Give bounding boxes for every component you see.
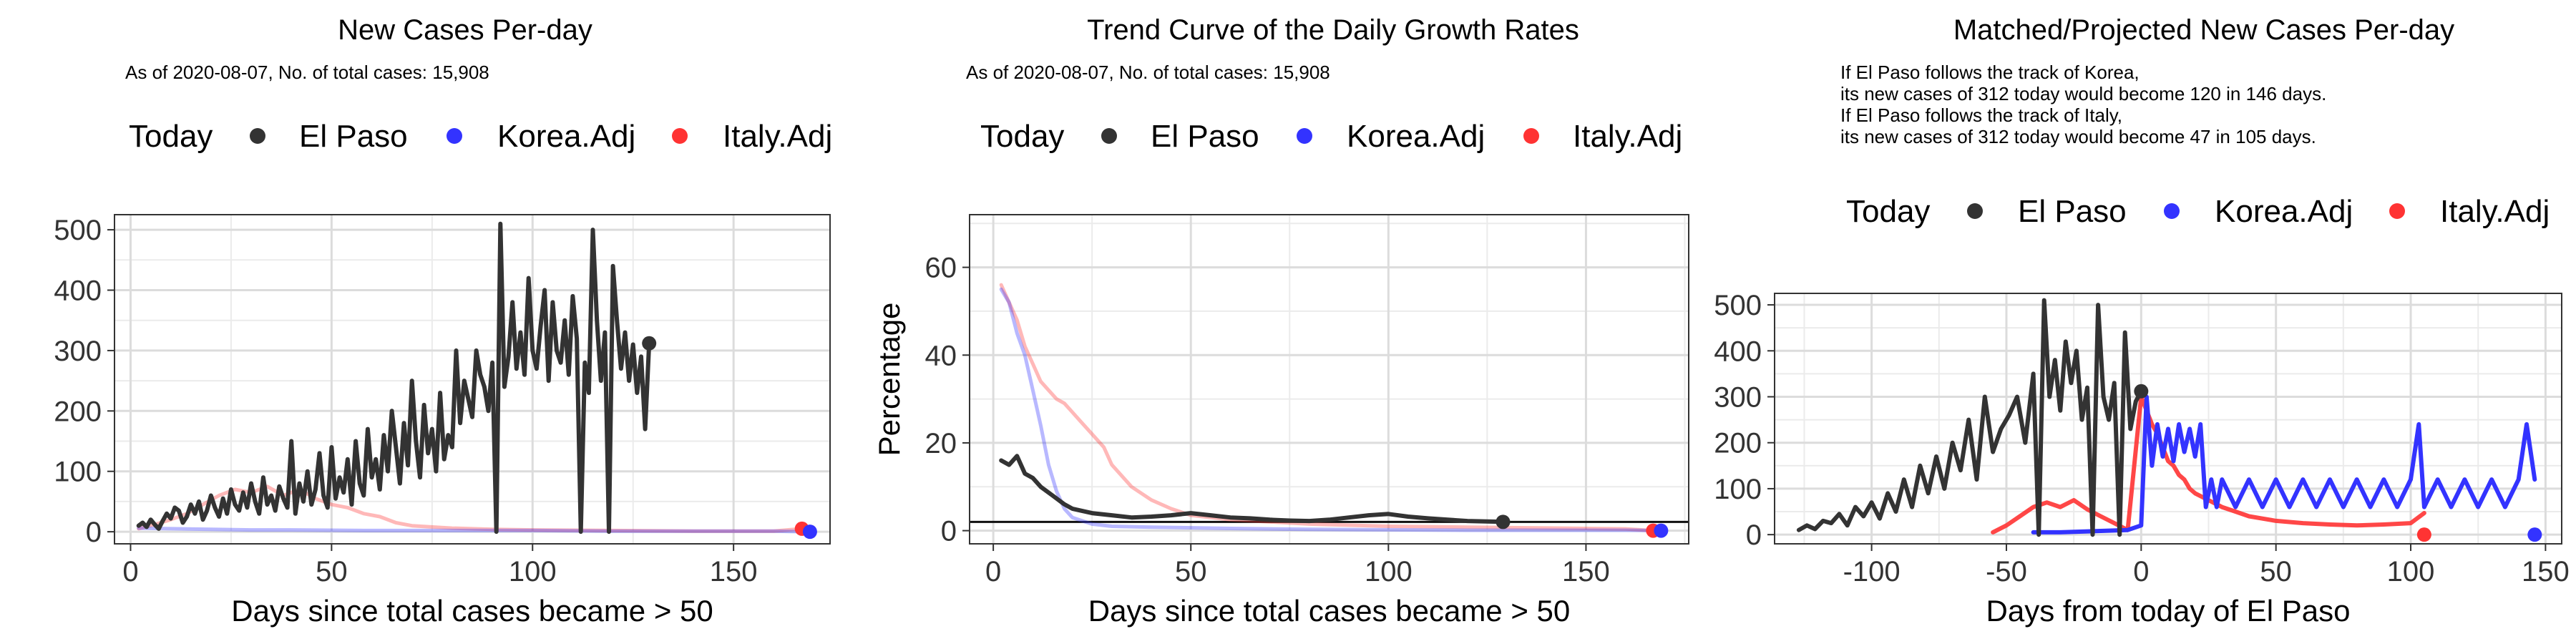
plot-area bbox=[969, 214, 1689, 545]
today-point-korea-adj bbox=[2527, 527, 2542, 542]
y-tick-label: 0 bbox=[1746, 519, 1762, 551]
x-tick-label: 0 bbox=[985, 556, 1001, 587]
x-tick-label: 100 bbox=[1365, 556, 1413, 587]
chart-panel-1: New Cases Per-day As of 2020-08-07, No. o… bbox=[54, 14, 832, 628]
series-line-el paso bbox=[1796, 298, 2144, 537]
today-point-el paso bbox=[1496, 514, 1511, 530]
chart-panel-3: Matched/Projected New Cases Per-day If El… bbox=[1714, 14, 2570, 628]
legend-dot bbox=[250, 128, 265, 144]
x-tick-label: 0 bbox=[122, 556, 138, 587]
x-axis-label: Days from today of El Paso bbox=[1986, 594, 2351, 628]
plot-area bbox=[1774, 293, 2562, 545]
series-line-korea-adj bbox=[999, 287, 1663, 533]
legend-title: Today bbox=[980, 119, 1064, 154]
y-tick-label: 200 bbox=[54, 396, 102, 427]
y-tick-label: 20 bbox=[925, 428, 957, 459]
y-tick-label: 400 bbox=[1714, 336, 1762, 367]
legend: Today El Paso Korea.Adj Italy.Adj bbox=[1846, 194, 2550, 229]
today-point-korea-adj bbox=[802, 525, 817, 540]
chart-subtitle-line: its new cases of 312 today would become … bbox=[1840, 83, 2326, 104]
chart-title: Matched/Projected New Cases Per-day bbox=[1953, 14, 2454, 46]
legend-entry: Korea.Adj bbox=[497, 119, 635, 154]
chart-subtitle-line: If El Paso follows the track of Korea, bbox=[1840, 62, 2140, 83]
legend-entry: Italy.Adj bbox=[2440, 194, 2550, 229]
x-tick-label: -100 bbox=[1843, 556, 1901, 587]
legend-entry: Italy.Adj bbox=[1573, 119, 1682, 154]
chart-subtitle-line: its new cases of 312 today would become … bbox=[1840, 126, 2316, 147]
plot-frame bbox=[1774, 293, 2562, 545]
chart-subtitle-line: If El Paso follows the track of Italy, bbox=[1840, 104, 2122, 126]
legend-dot bbox=[1297, 128, 1312, 144]
today-point-italy-adj bbox=[2416, 527, 2431, 542]
y-tick-label: 300 bbox=[1714, 381, 1762, 413]
series-line-korea-adj bbox=[137, 526, 808, 534]
legend-dot bbox=[2164, 203, 2180, 219]
legend-entry: Italy.Adj bbox=[723, 119, 832, 154]
legend-dot bbox=[1967, 203, 1983, 219]
x-tick-label: 50 bbox=[1175, 556, 1207, 587]
x-tick-label: 150 bbox=[710, 556, 758, 587]
today-point-el paso bbox=[2134, 384, 2149, 399]
legend-entry: Korea.Adj bbox=[2215, 194, 2353, 229]
x-tick-label: 150 bbox=[1562, 556, 1610, 587]
y-tick-label: 0 bbox=[86, 517, 102, 548]
x-tick-label: -50 bbox=[1986, 556, 2027, 587]
legend-entry: Korea.Adj bbox=[1347, 119, 1485, 154]
chart-panel-2: Trend Curve of the Daily Growth Rates As … bbox=[872, 14, 1689, 628]
chart-title: New Cases Per-day bbox=[338, 14, 592, 46]
today-point-korea-adj bbox=[1654, 523, 1669, 538]
y-tick-label: 300 bbox=[54, 336, 102, 367]
legend-entry: El Paso bbox=[299, 119, 408, 154]
x-tick-label: 50 bbox=[2260, 556, 2292, 587]
chart-subtitle-line: As of 2020-08-07, No. of total cases: 15… bbox=[125, 62, 489, 83]
x-axis-label: Days since total cases became > 50 bbox=[231, 594, 713, 628]
legend-entry: El Paso bbox=[1151, 119, 1259, 154]
plot-frame bbox=[114, 214, 831, 545]
legend-title: Today bbox=[1846, 194, 1930, 229]
series-line-italy-adj bbox=[1991, 394, 2426, 535]
series-line-el paso bbox=[136, 221, 652, 535]
series-line-el paso bbox=[999, 454, 1506, 525]
x-tick-label: 100 bbox=[509, 556, 557, 587]
plot-background bbox=[114, 215, 830, 544]
plot-area bbox=[114, 214, 831, 545]
y-axis-label: Percentage bbox=[872, 303, 906, 457]
y-tick-label: 500 bbox=[54, 215, 102, 246]
legend-title: Today bbox=[129, 119, 213, 154]
x-axis-label: Days since total cases became > 50 bbox=[1088, 594, 1571, 628]
x-tick-label: 50 bbox=[316, 556, 348, 587]
y-tick-label: 0 bbox=[941, 516, 957, 547]
chart-title: Trend Curve of the Daily Growth Rates bbox=[1087, 14, 1579, 46]
y-tick-label: 100 bbox=[1714, 474, 1762, 505]
series-line-korea-adj bbox=[2031, 394, 2537, 535]
y-tick-label: 200 bbox=[1714, 428, 1762, 459]
series-line-italy-adj bbox=[999, 283, 1655, 533]
plot-background bbox=[1775, 293, 2562, 544]
y-tick-label: 40 bbox=[925, 340, 957, 371]
y-tick-label: 100 bbox=[54, 457, 102, 488]
legend: Today El Paso Korea.Adj Italy.Adj bbox=[129, 119, 832, 154]
legend: Today El Paso Korea.Adj Italy.Adj bbox=[980, 119, 1682, 154]
y-tick-label: 400 bbox=[54, 275, 102, 307]
legend-entry: El Paso bbox=[2018, 194, 2127, 229]
legend-dot bbox=[672, 128, 688, 144]
x-tick-label: 100 bbox=[2387, 556, 2435, 587]
y-tick-label: 60 bbox=[925, 253, 957, 284]
plot-background bbox=[970, 215, 1689, 544]
chart-subtitle-line: As of 2020-08-07, No. of total cases: 15… bbox=[966, 62, 1330, 83]
legend-dot bbox=[1101, 128, 1117, 144]
y-tick-label: 500 bbox=[1714, 290, 1762, 321]
plot-frame bbox=[969, 214, 1689, 545]
today-point-el paso bbox=[642, 336, 657, 351]
x-tick-label: 0 bbox=[2133, 556, 2149, 587]
legend-dot bbox=[2389, 203, 2405, 219]
x-tick-label: 150 bbox=[2522, 556, 2570, 587]
legend-dot bbox=[447, 128, 462, 144]
series-line-italy-adj bbox=[137, 484, 804, 533]
legend-dot bbox=[1523, 128, 1539, 144]
